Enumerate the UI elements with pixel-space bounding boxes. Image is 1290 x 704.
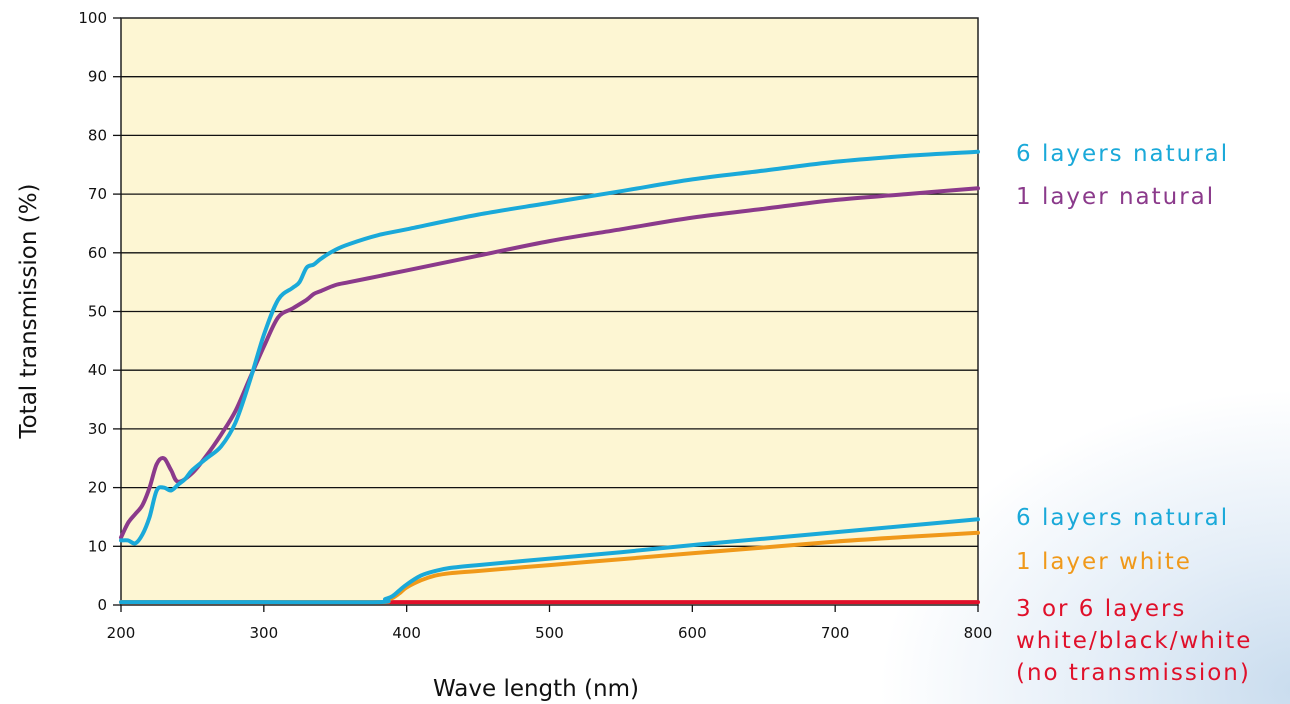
- series-lines: [119, 149, 980, 605]
- x-tick-label-400: 400: [392, 624, 421, 642]
- legend-label-4-line-1: white/black/white: [1016, 628, 1252, 654]
- x-tick-label-600: 600: [678, 624, 707, 642]
- x-tick-label-500: 500: [535, 624, 564, 642]
- y-tick-label-10: 10: [88, 537, 107, 555]
- x-tick-label-700: 700: [821, 624, 850, 642]
- legend-label-3: 1 layer white: [1016, 549, 1192, 575]
- legend-label-2: 6 layers natural: [1016, 505, 1229, 531]
- legend-label-4: 3 or 6 layers white/black/white (no transm…: [1016, 596, 1252, 686]
- y-tick-label-90: 90: [88, 68, 107, 86]
- y-tick-label-80: 80: [88, 126, 107, 144]
- y-tick-label-30: 30: [88, 420, 107, 438]
- x-axis-ticks: 200 300 400 500 600 700 800: [107, 605, 993, 642]
- series-line-1: [119, 186, 980, 540]
- y-tick-label-70: 70: [88, 185, 107, 203]
- x-tick-label-300: 300: [250, 624, 279, 642]
- legend: 6 layers natural 1 layer natural 6 layers …: [1016, 141, 1252, 686]
- grid-lines: [121, 76, 978, 547]
- y-tick-label-40: 40: [88, 361, 107, 379]
- legend-label-1: 1 layer natural: [1016, 184, 1215, 210]
- x-tick-label-800: 800: [964, 624, 993, 642]
- legend-label-4-line-2: (no transmission): [1016, 660, 1251, 686]
- x-axis-title: Wave length (nm): [433, 676, 639, 702]
- y-tick-label-60: 60: [88, 244, 107, 262]
- y-axis-title: Total transmission (%): [16, 183, 42, 439]
- legend-label-4-line-0: 3 or 6 layers: [1016, 596, 1186, 622]
- y-tick-label-0: 0: [97, 596, 107, 614]
- series-line-2: [119, 517, 980, 605]
- y-tick-label-100: 100: [78, 9, 107, 27]
- series-line-0: [119, 149, 980, 546]
- x-tick-label-200: 200: [107, 624, 136, 642]
- legend-label-0: 6 layers natural: [1016, 141, 1229, 167]
- y-tick-label-20: 20: [88, 479, 107, 497]
- y-axis-ticks: 0 10 20 30 40 50 60 70 80 90 100: [78, 9, 121, 614]
- y-tick-label-50: 50: [88, 303, 107, 321]
